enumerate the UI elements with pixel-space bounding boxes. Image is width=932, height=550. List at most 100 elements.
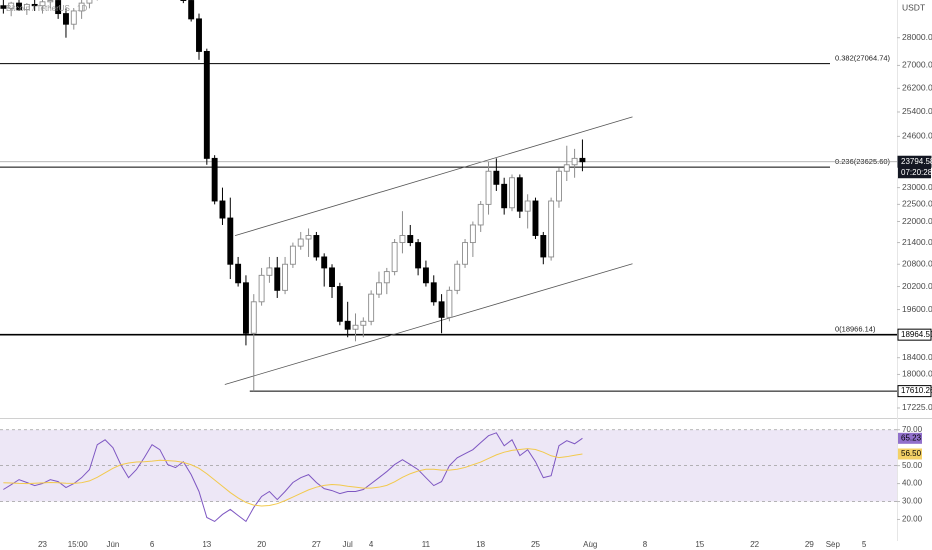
- y-tick-label: 19600.00: [902, 304, 932, 314]
- candle-body: [329, 267, 335, 288]
- candle-body: [344, 320, 351, 330]
- candle-body: [509, 177, 515, 209]
- candle-body: [563, 164, 570, 172]
- candle-body: [391, 242, 398, 273]
- x-tick-label: 11: [422, 540, 431, 549]
- rsi-tick-label: 40.00: [902, 479, 923, 488]
- candle-body: [571, 157, 578, 166]
- candle-body: [321, 256, 328, 269]
- candle-body: [430, 282, 437, 303]
- x-tick-label: 29: [805, 540, 814, 549]
- candle-body: [469, 224, 476, 244]
- channel-line: [234, 116, 633, 237]
- x-tick-label: 8: [643, 540, 648, 549]
- y-tick-label: 20800.00: [902, 258, 932, 268]
- y-tick-label: 28000.00: [902, 32, 932, 42]
- candle-body: [188, 0, 195, 20]
- y-tick-label: 22000.00: [902, 216, 932, 226]
- candle-body: [23, 3, 30, 11]
- candle-body: [39, 1, 46, 7]
- candle-body: [548, 200, 555, 258]
- candle-body: [579, 157, 586, 163]
- candle-body: [70, 10, 77, 25]
- value-label-bg: [898, 432, 922, 444]
- rsi-tick-label: 70.00: [902, 425, 923, 434]
- candle-body: [501, 183, 508, 209]
- candle-body: [313, 235, 320, 258]
- x-tick-label: 25: [531, 540, 540, 549]
- fib-label: 0.382(27064.74): [835, 54, 891, 63]
- x-tick-label: 27: [312, 540, 321, 549]
- candle-body: [16, 2, 22, 11]
- x-tick-label: 6: [150, 540, 155, 549]
- rsi-line: [3, 432, 583, 523]
- candle-body: [368, 293, 375, 322]
- rsi-tick-label: 20.00: [902, 515, 923, 524]
- x-tick-label: 18: [476, 540, 485, 549]
- rsi-tick-label: 30.00: [902, 497, 923, 506]
- y-tick-label: 22500.00: [902, 199, 932, 209]
- price-pane: 0.382(27064.74)0.236(23625.60)0(18966.14…: [0, 0, 897, 392]
- x-tick-label: 15:00: [68, 540, 89, 549]
- candle-body: [55, 0, 62, 15]
- candle-body: [63, 13, 69, 25]
- candle-body: [336, 286, 343, 322]
- candle-body: [227, 217, 234, 265]
- candle-body: [352, 324, 359, 330]
- y-tick-label: 24600.00: [902, 131, 932, 141]
- candle-body: [407, 235, 414, 244]
- price-label-bg: [897, 328, 932, 341]
- candle-body: [266, 267, 273, 276]
- rsi-tick-label: 50.00: [902, 461, 923, 470]
- candle-body: [180, 0, 187, 1]
- candle-body: [422, 267, 429, 284]
- fib-label: 0(18966.14): [835, 325, 876, 334]
- candle-body: [360, 320, 367, 326]
- candle-body: [524, 200, 531, 212]
- candle-body: [282, 263, 289, 291]
- value-label: 56.50: [901, 449, 922, 458]
- candle-body: [274, 267, 281, 291]
- candle-body: [477, 203, 484, 226]
- candle-body: [446, 289, 453, 318]
- y-tick-label: 27000.00: [902, 60, 932, 70]
- candle-body: [242, 282, 249, 334]
- price-label-bg: [897, 385, 932, 398]
- candle-body: [516, 177, 523, 212]
- y-tick-label: 23000.00: [902, 182, 932, 192]
- chart-title: Bitcoin / TetherUS · 1D: [6, 4, 87, 13]
- channel-line: [224, 263, 633, 385]
- rsi-pane: [0, 429, 897, 523]
- candle-body: [493, 170, 500, 185]
- candle-body: [235, 263, 242, 284]
- y-tick-label: 17225.00: [902, 402, 932, 412]
- axis-unit: USDT: [902, 2, 925, 12]
- candle-body: [532, 200, 539, 236]
- countdown: 07:20:28: [901, 168, 932, 177]
- x-tick-label: 20: [257, 540, 266, 549]
- x-tick-label: 5: [862, 540, 867, 549]
- x-tick-label: 22: [750, 540, 759, 549]
- candle-body: [399, 235, 406, 244]
- candle-body: [383, 271, 390, 284]
- y-tick-label: 18400.00: [902, 352, 932, 362]
- candle-body: [305, 235, 312, 240]
- y-tick-label: 21400.00: [902, 237, 932, 247]
- x-tick-label: 23: [38, 540, 47, 549]
- candle-body: [47, 0, 54, 3]
- y-tick-label: 20200.00: [902, 281, 932, 291]
- countdown-bg: [898, 167, 931, 179]
- y-tick-label: 26200.00: [902, 83, 932, 93]
- x-tick-label: 15: [695, 540, 704, 549]
- x-tick-label: Jul: [343, 540, 353, 549]
- value-label: 65.23: [901, 433, 922, 442]
- y-tick-label: 25400.00: [902, 106, 932, 116]
- candle-body: [196, 18, 202, 52]
- rsi-line: [3, 448, 583, 507]
- candle-body: [415, 242, 422, 269]
- x-tick-label: 13: [202, 540, 211, 549]
- candle-body: [454, 263, 461, 291]
- candle-body: [86, 0, 93, 4]
